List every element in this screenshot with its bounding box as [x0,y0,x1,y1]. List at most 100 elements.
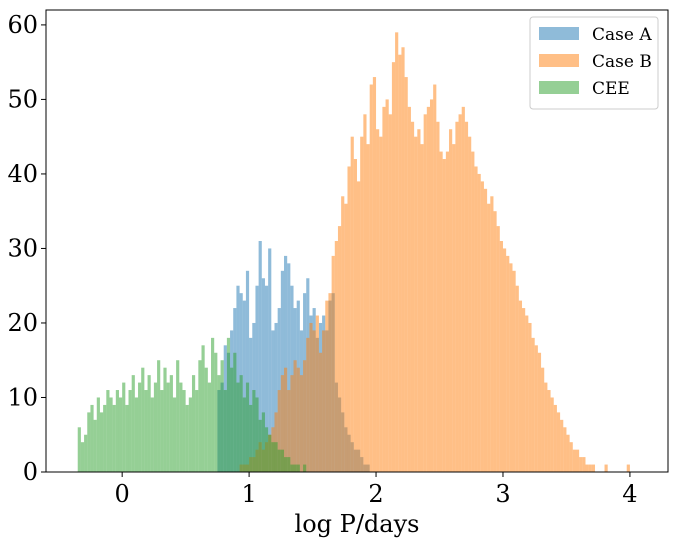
histogram-bar [115,390,119,472]
legend-swatch [539,54,579,67]
histogram-bar [93,419,97,472]
legend-swatch [539,81,579,94]
histogram-bar [401,47,405,472]
histogram-bar [344,203,348,473]
histogram-bar [452,144,456,472]
histogram-bar [369,84,373,473]
histogram-bar [128,390,132,472]
histogram-bar [287,390,291,472]
bars-layer [77,32,630,473]
histogram-bar [439,151,443,472]
histogram-bar [303,464,307,472]
histogram-bar [604,464,608,472]
histogram-bar [271,442,275,472]
histogram-bar [512,270,516,472]
histogram-bar [150,397,154,472]
x-tick-label: 2 [368,480,383,508]
histogram-bar [404,77,408,472]
histogram-bar [544,382,548,472]
histogram-bar [160,390,164,472]
histogram-bar [420,144,424,472]
histogram-bar [433,84,437,473]
histogram-bar [363,114,367,472]
histogram-bar [271,330,275,472]
histogram-bar [258,419,262,472]
histogram-bar [84,434,88,472]
series-cee [77,337,307,472]
y-tick-label: 0 [23,458,38,486]
histogram-bar [217,375,221,472]
histogram-bar [376,129,380,473]
histogram-bar [407,106,411,473]
histogram-bar [233,352,237,472]
legend: Case A Case B CEE [529,16,659,110]
histogram-bar [207,382,212,472]
histogram-bar [293,464,297,472]
histogram-bar [90,404,94,472]
histogram-bar [518,300,523,472]
histogram-bar [249,404,253,472]
legend-label: Case A [592,25,652,45]
histogram-bar [261,412,265,472]
histogram-bar [296,367,300,472]
histogram-bar [372,77,377,472]
histogram-bar [464,121,469,473]
histogram-bar [388,114,392,472]
y-tick-label: 30 [7,234,38,262]
histogram-bar [341,196,345,473]
histogram-bar [230,367,234,472]
histogram-bar [477,173,481,472]
histogram-bar [585,464,589,472]
histogram-bar [118,397,123,472]
histogram-bar [239,375,243,472]
histogram-bar [458,114,462,472]
histogram-bar [391,62,396,472]
histogram-bar [442,159,446,472]
y-tick-label: 50 [7,85,38,113]
histogram-bar [103,404,107,472]
y-tick-label: 40 [7,160,38,188]
histogram-bar [556,412,561,472]
histogram-bar [96,397,100,472]
histogram-bar [334,241,338,472]
x-axis-ticks: 0 1 2 3 4 [115,472,638,508]
histogram-bar [502,248,507,472]
y-tick-label: 10 [7,383,38,411]
histogram-bar [290,464,294,472]
histogram-bar [315,315,319,472]
histogram-bar [395,32,399,472]
histogram-bar [528,322,532,472]
histogram-bar [626,464,630,472]
histogram-bar [455,121,459,473]
y-tick-label: 20 [7,309,38,337]
histogram-bar [211,337,215,472]
histogram-bar [534,345,538,472]
histogram-bar [122,382,126,472]
histogram-bar [112,404,116,472]
histogram-bar [245,270,250,472]
histogram-bar [280,270,285,472]
histogram-bar [252,390,256,472]
histogram-bar [560,419,564,472]
histogram-bar [572,449,576,472]
histogram-bar [258,241,262,472]
histogram-bar [163,367,167,472]
histogram-bar [379,136,383,472]
histogram-bar [255,285,259,472]
histogram-bar [461,106,465,473]
histogram-bar [77,427,81,472]
histogram-bar [201,345,205,472]
histogram-bar [223,390,227,472]
histogram-bar [264,427,269,472]
histogram-bar [144,390,148,472]
histogram-bar [445,151,450,472]
histogram-bar [480,181,484,472]
x-tick-label: 0 [115,480,130,508]
histogram-bar [547,390,551,472]
histogram-bar [414,136,418,472]
histogram-bar [357,181,361,472]
histogram-bar [579,457,583,472]
histogram-bar [255,397,259,472]
series-case-b [239,32,630,473]
histogram-bar [385,99,389,473]
